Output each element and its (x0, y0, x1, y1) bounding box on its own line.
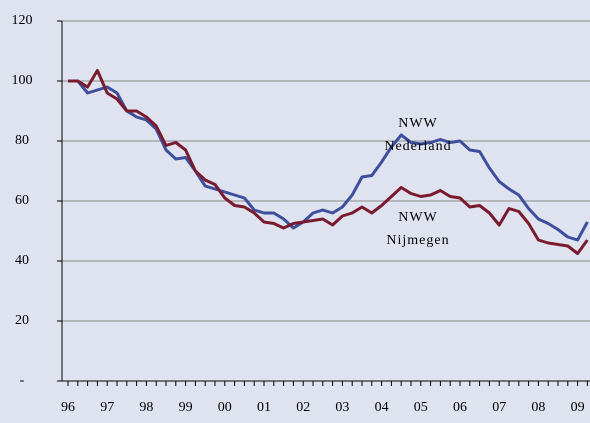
annotation: NWW (398, 116, 438, 131)
x-tick-label: 98 (139, 400, 153, 415)
x-tick-label: 05 (414, 400, 428, 415)
y-tick-label: 120 (12, 13, 33, 28)
y-tick-label: 20 (15, 313, 29, 328)
x-tick-label: 00 (218, 400, 232, 415)
annotation: Nederland (384, 139, 451, 154)
x-tick-label: 97 (100, 400, 114, 415)
x-tick-label: 03 (335, 400, 349, 415)
y-tick-label: - (20, 373, 25, 388)
y-tick-label: 80 (15, 133, 29, 148)
x-tick-label: 06 (453, 400, 467, 415)
annotation: NWW (398, 210, 438, 225)
y-tick-label: 40 (15, 253, 29, 268)
y-tick-label: 100 (12, 73, 33, 88)
x-tick-label: 07 (492, 400, 506, 415)
annotation: Nijmegen (386, 233, 449, 248)
x-tick-label: 01 (257, 400, 271, 415)
x-tick-label: 04 (375, 400, 389, 415)
x-tick-label: 96 (61, 400, 75, 415)
y-tick-label: 60 (15, 193, 29, 208)
x-tick-label: 08 (531, 400, 545, 415)
x-tick-label: 09 (571, 400, 585, 415)
series-line (68, 79, 589, 242)
x-tick-label: 02 (296, 400, 310, 415)
series-line (68, 69, 589, 255)
x-tick-label: 99 (179, 400, 193, 415)
